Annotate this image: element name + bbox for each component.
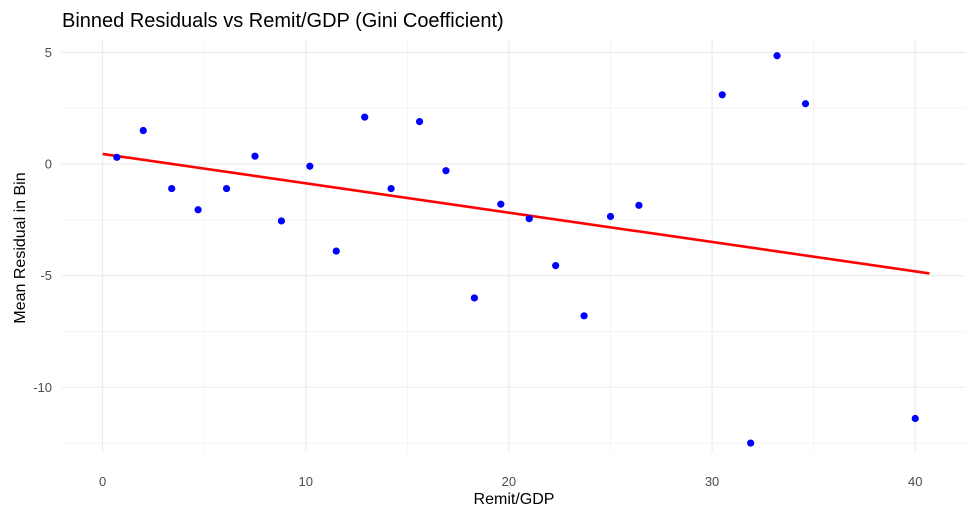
data-point xyxy=(470,294,478,302)
x-tick-label: 40 xyxy=(908,474,922,489)
data-point xyxy=(277,217,285,225)
data-point xyxy=(387,184,395,193)
data-point xyxy=(801,100,810,108)
x-tick-label: 0 xyxy=(99,474,106,489)
data-point xyxy=(113,153,121,161)
data-point xyxy=(497,200,505,208)
data-point xyxy=(442,167,450,175)
data-point xyxy=(635,201,643,209)
x-tick-label: 20 xyxy=(502,474,516,489)
y-tick-label: 0 xyxy=(45,157,52,172)
x-tick-label: 30 xyxy=(705,474,719,489)
data-point xyxy=(139,126,147,135)
y-tick-label: -10 xyxy=(33,380,52,395)
data-point xyxy=(332,247,340,255)
data-point xyxy=(168,184,176,193)
points-layer xyxy=(113,52,919,447)
data-point xyxy=(306,162,314,170)
x-axis-label: Remit/GDP xyxy=(474,491,555,508)
data-point xyxy=(773,52,781,60)
data-point xyxy=(361,113,369,121)
data-point xyxy=(911,414,919,423)
data-point xyxy=(194,206,202,214)
y-tick-label: -5 xyxy=(40,268,52,283)
data-point xyxy=(525,215,533,223)
data-point xyxy=(606,212,615,221)
y-axis-label: Mean Residual in Bin xyxy=(12,172,29,323)
trend-layer xyxy=(102,152,930,275)
data-point xyxy=(415,118,424,126)
data-point xyxy=(580,312,588,320)
data-point xyxy=(552,261,560,270)
grid-layer xyxy=(62,39,966,452)
data-point xyxy=(718,91,726,99)
data-point xyxy=(251,152,259,160)
y-tick-label: 5 xyxy=(45,45,52,60)
x-tick-label: 10 xyxy=(299,474,313,489)
chart-title: Binned Residuals vs Remit/GDP (Gini Coef… xyxy=(62,10,504,32)
data-point xyxy=(222,184,231,193)
data-point xyxy=(747,439,755,447)
trend-line xyxy=(102,152,930,275)
